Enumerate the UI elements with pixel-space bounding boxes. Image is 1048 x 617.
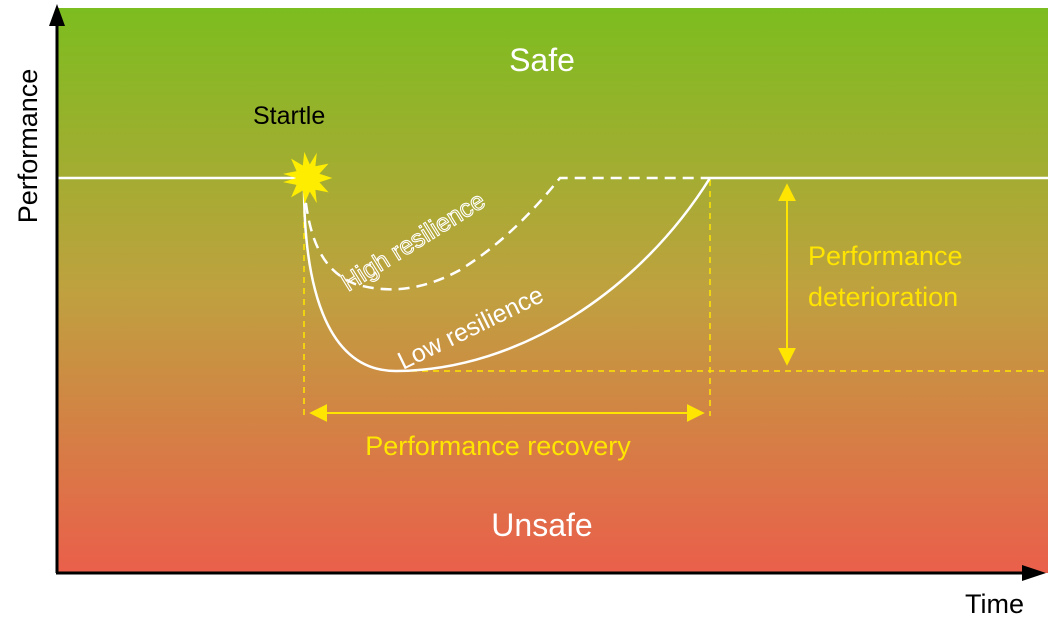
x-axis-label: Time bbox=[965, 589, 1024, 617]
recovery-label: Performance recovery bbox=[365, 431, 631, 461]
startle-label: Startle bbox=[253, 102, 325, 130]
safety-gradient-background bbox=[57, 8, 1048, 573]
deterioration-label-line1: Performance bbox=[808, 241, 963, 271]
deterioration-label-line2: deterioration bbox=[808, 282, 958, 312]
x-axis-arrowhead bbox=[1022, 565, 1046, 581]
unsafe-zone-label: Unsafe bbox=[491, 507, 592, 543]
y-axis-label: Performance bbox=[13, 69, 43, 224]
high-resilience-curve bbox=[302, 176, 710, 291]
y-axis-arrowhead bbox=[49, 4, 65, 26]
low-resilience-curve bbox=[302, 177, 712, 373]
startle-burst-icon bbox=[283, 151, 333, 205]
safe-zone-label: Safe bbox=[509, 42, 575, 78]
